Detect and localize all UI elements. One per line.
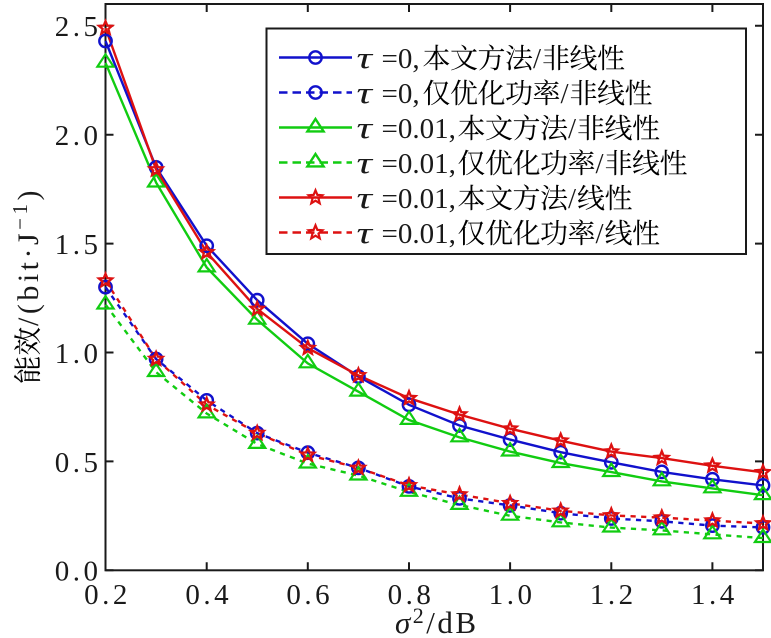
- svg-text:1.2: 1.2: [590, 579, 637, 611]
- svg-text:1.5: 1.5: [55, 229, 102, 261]
- svg-text:=0,: =0,: [382, 43, 420, 75]
- svg-text:0.4: 0.4: [185, 579, 232, 611]
- svg-text:τ: τ: [357, 180, 375, 215]
- svg-text:σ2/dB: σ2/dB: [395, 603, 479, 638]
- svg-text:=0.01,: =0.01,: [382, 183, 456, 215]
- svg-text:0.8: 0.8: [388, 579, 435, 611]
- svg-text:/: /: [533, 43, 542, 75]
- svg-text:τ: τ: [357, 145, 375, 180]
- svg-text:/: /: [596, 218, 605, 250]
- svg-text:=0,: =0,: [382, 78, 420, 110]
- svg-text:1.0: 1.0: [55, 338, 102, 370]
- svg-text:2.0: 2.0: [55, 120, 102, 152]
- svg-text:1.0: 1.0: [489, 579, 536, 611]
- svg-text:0.2: 0.2: [84, 579, 131, 611]
- svg-text:0.6: 0.6: [286, 579, 333, 611]
- svg-text:0.0: 0.0: [55, 556, 102, 588]
- svg-text:/: /: [568, 183, 577, 215]
- svg-text:=0.01,: =0.01,: [382, 148, 456, 180]
- svg-text:τ: τ: [357, 215, 375, 250]
- svg-text:1.4: 1.4: [691, 579, 738, 611]
- svg-text:=0.01,: =0.01,: [382, 113, 456, 145]
- svg-text:/: /: [568, 113, 577, 145]
- svg-text:0.5: 0.5: [55, 447, 102, 479]
- svg-text:/: /: [561, 78, 570, 110]
- svg-text:=0.01,: =0.01,: [382, 218, 456, 250]
- svg-text:τ: τ: [357, 40, 375, 75]
- svg-text:/: /: [596, 148, 605, 180]
- svg-text:τ: τ: [357, 110, 375, 145]
- svg-text:2.5: 2.5: [55, 11, 102, 43]
- svg-text:τ: τ: [357, 75, 375, 110]
